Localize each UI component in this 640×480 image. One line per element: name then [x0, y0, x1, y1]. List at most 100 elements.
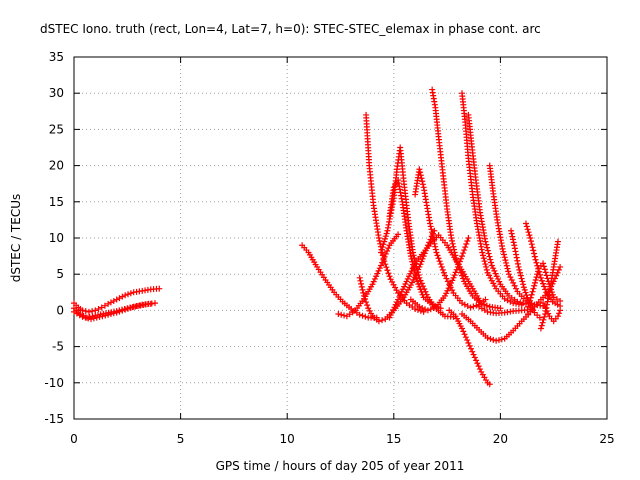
arc-21-point-18: [542, 269, 549, 276]
arc-22-point-30: [554, 238, 561, 245]
arc-6-point-18: [370, 278, 377, 285]
arc-6-point-26: [380, 256, 387, 263]
arc-20-point-13: [533, 259, 540, 266]
arc-8-point-47: [413, 275, 420, 282]
arc-8-point-50: [416, 283, 423, 290]
arc-10-point-32: [430, 235, 437, 241]
arc-19-point-14: [517, 269, 524, 276]
arc-2-point-15: [113, 309, 120, 316]
arc-22-point-2: [539, 319, 546, 326]
arc-21-point-2: [526, 297, 533, 304]
arc-11-point-51: [449, 237, 456, 244]
arc-22-point-8: [543, 301, 550, 308]
arc-2-point-27: [147, 300, 154, 307]
arc-24-point-9: [554, 313, 561, 320]
arc-23-point-16: [553, 272, 560, 279]
arc-19-point-20: [521, 286, 528, 293]
arc-19-point-1: [508, 230, 515, 237]
arc-7-point-76: [413, 263, 420, 270]
arc-12-point-9: [460, 328, 467, 335]
arc-7-point-81: [417, 277, 424, 284]
arc-5-point-2: [358, 280, 365, 287]
arc-0-point-10: [98, 304, 105, 311]
data-arc-10: [412, 166, 489, 311]
x-tick-label-0: 0: [70, 432, 78, 446]
arc-21-point-3: [527, 294, 534, 301]
arc-17-point-34: [503, 259, 510, 266]
arc-17-point-39: [507, 274, 514, 281]
arc-15-point-55: [480, 252, 487, 259]
arc-17-point-37: [505, 268, 512, 275]
arc-0-point-8: [92, 307, 99, 314]
y-tick-label-5: 10: [49, 231, 64, 245]
arc-8-point-46: [412, 272, 419, 279]
arc-13-point-29: [457, 255, 464, 262]
arc-13-point-7: [424, 307, 431, 314]
arc-4-point-56: [389, 279, 396, 286]
arc-22-point-10: [545, 295, 552, 302]
arc-11-point-77: [483, 302, 490, 309]
arc-6-point-27: [381, 253, 388, 260]
arc-3-point-30: [356, 311, 363, 318]
arc-21-point-9: [532, 276, 539, 283]
arc-13-point-35: [464, 238, 471, 245]
arc-19-point-11: [514, 260, 521, 267]
arc-12-point-21: [475, 363, 482, 370]
x-tick-label-4: 20: [493, 432, 508, 446]
arc-12-point-11: [462, 334, 469, 341]
arc-19-point-4: [510, 239, 517, 246]
arc-23-point-19: [557, 263, 564, 270]
grid-lines: [74, 57, 607, 419]
arc-4-point-41: [375, 235, 382, 241]
arc-16-point-48: [486, 253, 493, 260]
arc-13-point-8: [427, 306, 434, 313]
arc-12-point-17: [470, 351, 477, 358]
arc-14-point-17: [498, 336, 505, 343]
arc-24-point-10: [556, 310, 563, 317]
arc-8-point-61: [437, 305, 444, 312]
arc-12-point-19: [473, 357, 480, 364]
arc-5-point-17: [379, 317, 386, 324]
y-tick-label-3: 0: [56, 303, 64, 317]
arc-10-point-60: [473, 302, 480, 309]
arc-4-point-55: [387, 276, 394, 283]
arc-0-point-30: [156, 285, 163, 292]
arc-21-point-8: [531, 279, 538, 286]
arc-14-point-14: [490, 336, 497, 343]
arc-8-point-53: [419, 291, 426, 298]
arc-2-point-23: [136, 302, 143, 309]
arc-3-point-31: [359, 312, 366, 319]
arc-16-point-56: [494, 275, 501, 282]
arc-2-point-3: [79, 313, 86, 320]
arc-8-point-51: [417, 286, 424, 293]
arc-7-point-6: [382, 233, 389, 240]
arc-8-point-18: [398, 192, 405, 199]
arc-11-point-54: [451, 246, 458, 253]
arc-16-point-55: [493, 273, 500, 280]
arc-21-point-0: [525, 303, 532, 310]
arc-7-point-73: [411, 255, 418, 262]
arc-4-point-52: [384, 267, 391, 274]
arc-8-point-17: [397, 189, 404, 196]
arc-23-point-17: [554, 269, 561, 276]
arc-20-point-18: [537, 274, 544, 281]
arc-0-point-13: [107, 299, 114, 306]
data-arc-6: [335, 231, 402, 320]
arc-6-point-1: [338, 311, 345, 318]
arc-2-point-10: [99, 313, 106, 320]
arc-6-point-20: [373, 273, 380, 280]
arc-6-point-25: [379, 259, 386, 266]
arc-7-point-80: [416, 274, 423, 281]
arc-7-point-72: [410, 252, 417, 259]
arc-19-point-13: [516, 266, 523, 273]
arc-10-point-56: [461, 301, 468, 308]
arc-12-point-12: [464, 337, 471, 344]
arc-5-point-3: [358, 283, 365, 290]
arc-0-point-5: [82, 308, 89, 315]
arc-5-point-0: [356, 274, 363, 281]
arc-10-point-40: [436, 258, 443, 265]
arc-21-point-1: [526, 300, 533, 307]
x-tick-label-3: 15: [386, 432, 401, 446]
arc-6-point-17: [369, 281, 376, 288]
arc-8-point-49: [415, 281, 422, 288]
